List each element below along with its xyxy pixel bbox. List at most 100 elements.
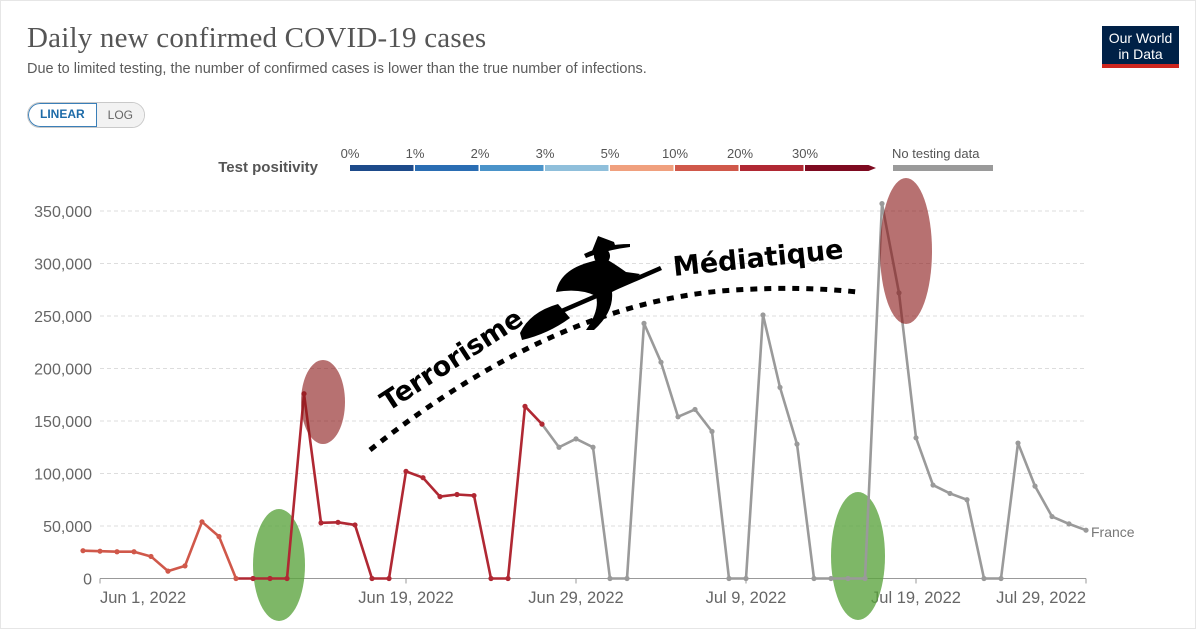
series-segment-8 (200, 520, 221, 538)
y-tick-label-5: 250,000 (34, 309, 92, 326)
y-tick-label-7: 350,000 (34, 204, 92, 221)
scale-toggle: LINEAR LOG (27, 102, 146, 128)
series-segment-22 (438, 493, 459, 498)
data-point-1 (97, 548, 103, 554)
data-point-40 (760, 312, 766, 318)
series-segment-51 (931, 483, 952, 495)
series-segment-5 (149, 555, 170, 573)
series-segment-27 (523, 404, 544, 426)
data-point-35 (675, 414, 681, 420)
data-point-19 (403, 468, 409, 474)
data-point-26 (522, 403, 528, 409)
data-point-46 (862, 575, 868, 582)
data-point-45 (845, 575, 851, 582)
data-point-5 (165, 568, 171, 574)
data-point-31 (607, 575, 613, 582)
terrorisme-label: Terrorisme (375, 303, 529, 418)
linear-scale-button[interactable]: LINEAR (28, 103, 97, 127)
x-tick-label-5: Jul 29, 2022 (996, 589, 1086, 607)
series-segment-59 (1067, 522, 1088, 532)
legend-bin-label-5: 10% (662, 146, 688, 161)
chart-title: Daily new confirmed COVID-19 cases (27, 22, 487, 54)
data-point-4 (148, 553, 154, 560)
series-segment-17 (353, 523, 374, 580)
legend-bin-label-1: 1% (406, 146, 425, 161)
x-tick-label-4: Jul 19, 2022 (871, 589, 961, 607)
data-point-54 (998, 575, 1004, 582)
y-tick-label-4: 200,000 (34, 362, 92, 379)
test-positivity-legend: Test positivity 0% 1% 2% 3% 5% 10% 20% 30% No te… (218, 146, 993, 176)
data-point-53 (981, 575, 987, 582)
series-segment-31 (591, 445, 612, 580)
series-segment-35 (659, 360, 680, 419)
legend-bin-4 (610, 165, 674, 171)
red-highlight-ellipse-1 (301, 360, 345, 444)
data-point-36 (692, 406, 698, 413)
y-tick-label-6: 300,000 (34, 257, 92, 274)
green-highlight-ellipse-1 (253, 509, 305, 621)
data-point-37 (709, 428, 715, 435)
data-point-32 (624, 575, 630, 582)
data-point-42 (794, 441, 800, 447)
data-point-0 (80, 548, 86, 554)
data-point-50 (930, 482, 936, 488)
series-segment-16 (336, 521, 357, 527)
series-segment-30 (574, 437, 595, 449)
series-segment-7 (183, 520, 204, 568)
series-segment-38 (710, 430, 731, 580)
legend-bin-label-2: 2% (471, 146, 490, 161)
series-segment-41 (761, 313, 782, 389)
series-segment-43 (795, 442, 816, 580)
legend-bin-label-4: 5% (601, 146, 620, 161)
legend-bin-3 (545, 165, 609, 171)
series-segment-6 (166, 564, 187, 573)
legend-bin-0 (350, 165, 414, 171)
x-axis: Jun 1, 2022 Jun 19, 2022 Jun 29, 2022 Jul 9… (99, 578, 1087, 607)
legend-bin-1 (415, 165, 479, 171)
green-highlight-ellipse-2 (831, 492, 885, 620)
series-segment-34 (642, 322, 663, 364)
data-point-12 (284, 575, 290, 582)
data-point-47 (879, 201, 885, 207)
data-point-39 (743, 575, 749, 582)
log-scale-button[interactable]: LOG (96, 103, 145, 127)
witch-icon (520, 236, 662, 340)
series-segment-20 (404, 470, 425, 480)
series-segment-37 (693, 408, 714, 433)
y-tick-label-1: 50,000 (43, 519, 92, 536)
mediatique-label: Médiatique (671, 234, 844, 283)
series-segment-36 (676, 408, 697, 419)
data-point-23 (471, 492, 477, 499)
owid-logo[interactable]: Our World in Data (1102, 26, 1179, 68)
data-point-27 (539, 421, 545, 427)
series-segment-57 (1033, 484, 1054, 518)
data-point-29 (573, 436, 579, 442)
series-end-label: France (1091, 524, 1135, 540)
data-point-30 (590, 444, 596, 450)
chart-subtitle: Due to limited testing, the number of co… (27, 61, 647, 77)
series-segment-9 (217, 535, 238, 580)
series-segment-19 (387, 470, 408, 580)
y-axis: 0 50,000 100,000 150,000 200,000 250,000 300,0… (34, 204, 92, 589)
data-point-59 (1083, 527, 1089, 533)
legend-bin-label-6: 20% (727, 146, 753, 161)
data-point-28 (556, 444, 562, 450)
data-point-6 (182, 563, 188, 569)
data-point-41 (777, 384, 783, 390)
data-point-57 (1049, 513, 1055, 520)
data-point-14 (318, 520, 324, 526)
y-tick-label-2: 100,000 (34, 467, 92, 484)
data-point-25 (505, 575, 511, 582)
series-segment-42 (778, 386, 799, 446)
legend-no-data-label: No testing data (892, 146, 980, 161)
series-segment-21 (421, 476, 442, 498)
series-segment-52 (948, 492, 969, 502)
data-point-7 (199, 519, 205, 525)
series-segment-1 (81, 549, 102, 553)
legend-bin-2 (480, 165, 544, 171)
series-segment-40 (744, 313, 765, 580)
red-highlight-ellipse-2 (880, 178, 932, 324)
series-segment-53 (965, 498, 986, 580)
legend-bin-label-3: 3% (536, 146, 555, 161)
